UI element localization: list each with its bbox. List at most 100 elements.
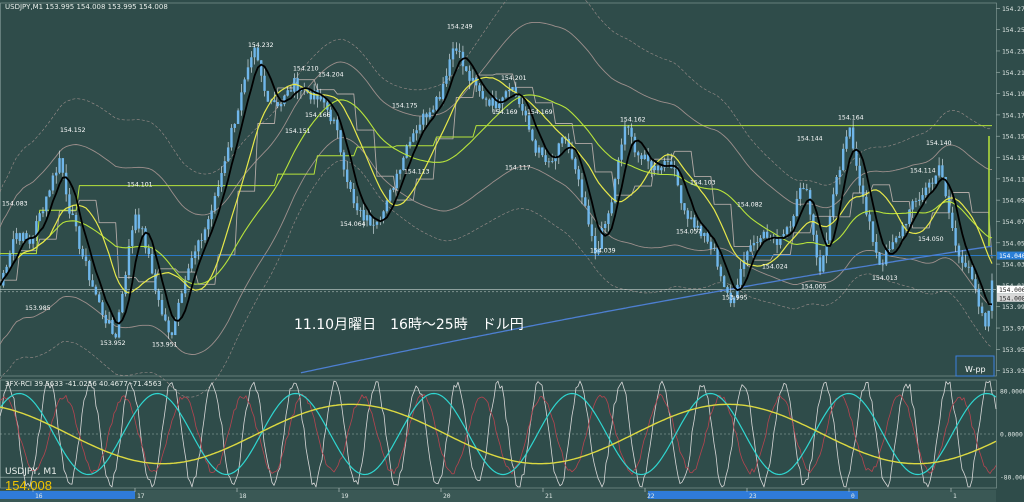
candle-body xyxy=(812,214,815,235)
rci-level-label-2: -80.0000 xyxy=(1000,475,1024,482)
candle-body xyxy=(217,186,220,197)
candle-body xyxy=(756,242,759,243)
candle-body xyxy=(372,224,375,226)
candle-body xyxy=(355,203,359,211)
candle-body xyxy=(924,187,928,196)
price-badge-bg-2 xyxy=(997,293,1024,302)
candle-body xyxy=(332,119,336,122)
candle-body xyxy=(342,152,346,170)
candle-body xyxy=(246,67,250,80)
candle-body xyxy=(871,221,875,242)
candle-body xyxy=(878,252,881,265)
y-tick-label-9: 154.090 xyxy=(1002,198,1024,205)
candle-body xyxy=(187,268,190,281)
candle-body xyxy=(627,126,630,128)
candle-body xyxy=(984,313,987,327)
candle-body xyxy=(570,149,574,159)
time-axis: 16 17 18 19 20 21 22 23 0 1 xyxy=(0,488,996,502)
candle-body xyxy=(375,221,379,225)
candle-body xyxy=(504,91,508,98)
price-label-13: 154.064 xyxy=(340,221,366,228)
candle-body xyxy=(683,203,686,211)
candle-body xyxy=(369,215,372,226)
price-label-20: 154.039 xyxy=(590,248,616,255)
price-label-3: 153.952 xyxy=(100,340,126,347)
candle-body xyxy=(174,319,177,336)
candle-body xyxy=(283,95,286,105)
rci-mid-cyan xyxy=(0,392,997,476)
bollinger-upper xyxy=(0,21,993,228)
x-tick-label-4: 20 xyxy=(443,493,451,500)
candle-body xyxy=(884,249,888,265)
candle-body xyxy=(660,167,663,171)
candle-body xyxy=(722,276,726,288)
candle-body xyxy=(557,143,561,157)
x-tick-label-2: 18 xyxy=(239,493,247,500)
price-badge-1: 154.006 xyxy=(999,287,1024,294)
candle-body xyxy=(250,57,253,68)
candle-body xyxy=(875,241,878,253)
price-label-6: 154.232 xyxy=(248,42,274,49)
candle-body xyxy=(554,156,557,162)
y-tick-label-16: 153.950 xyxy=(1002,347,1024,354)
candle-body xyxy=(41,211,45,214)
candle-body xyxy=(703,233,706,237)
candle-body xyxy=(256,47,260,61)
candle-body xyxy=(845,136,848,149)
candle-body xyxy=(157,290,160,300)
candle-body xyxy=(260,60,263,76)
candle-body xyxy=(309,92,313,100)
candle-body xyxy=(352,189,356,204)
candle-body xyxy=(560,137,564,144)
candle-body xyxy=(815,234,818,258)
x-tick-label-6: 22 xyxy=(647,493,655,500)
price-label-0: 154.083 xyxy=(2,201,28,208)
candle-body xyxy=(679,185,683,204)
price-label-10: 154.166 xyxy=(305,112,331,119)
candle-body xyxy=(150,254,154,274)
long-ma-blue xyxy=(300,245,993,374)
candle-body xyxy=(465,66,468,71)
candle-body xyxy=(494,97,498,109)
candle-body xyxy=(428,112,432,118)
candle-body xyxy=(12,239,15,254)
candle-body xyxy=(422,113,425,125)
rci-red xyxy=(0,393,997,475)
price-label-23: 154.082 xyxy=(737,202,763,209)
candle-body xyxy=(792,216,795,227)
candle-body xyxy=(84,256,88,262)
candle-body xyxy=(365,215,369,221)
candle-body xyxy=(425,113,428,118)
price-label-1: 154.152 xyxy=(60,127,86,134)
candle-body xyxy=(908,209,911,224)
candle-body xyxy=(746,251,749,261)
candle-body xyxy=(974,279,977,289)
candle-body xyxy=(544,155,547,162)
candle-body xyxy=(349,181,352,190)
candle-body xyxy=(898,236,901,238)
candle-body xyxy=(418,124,422,131)
rci-short-white xyxy=(0,380,997,488)
candle-body xyxy=(729,292,732,304)
candle-body xyxy=(600,228,604,249)
price-panel-frame xyxy=(0,2,997,377)
candle-body xyxy=(789,226,792,228)
candle-body xyxy=(362,209,365,221)
candle-body xyxy=(689,217,693,219)
candle-body xyxy=(359,209,362,211)
wpp-label: W-pp xyxy=(965,365,986,374)
candle-body xyxy=(402,157,405,171)
candle-body xyxy=(140,228,144,230)
y-tick-label-10: 154.070 xyxy=(1002,219,1024,226)
candle-body xyxy=(607,213,610,224)
candle-body xyxy=(124,275,127,294)
candle-body xyxy=(111,319,114,334)
candle-body xyxy=(951,212,954,229)
candle-body xyxy=(881,264,885,266)
candle-body xyxy=(8,253,12,267)
candle-body xyxy=(31,236,35,244)
candle-body xyxy=(613,178,617,203)
candle-body xyxy=(706,233,709,242)
x-tick-label-0: 16 xyxy=(35,493,43,500)
